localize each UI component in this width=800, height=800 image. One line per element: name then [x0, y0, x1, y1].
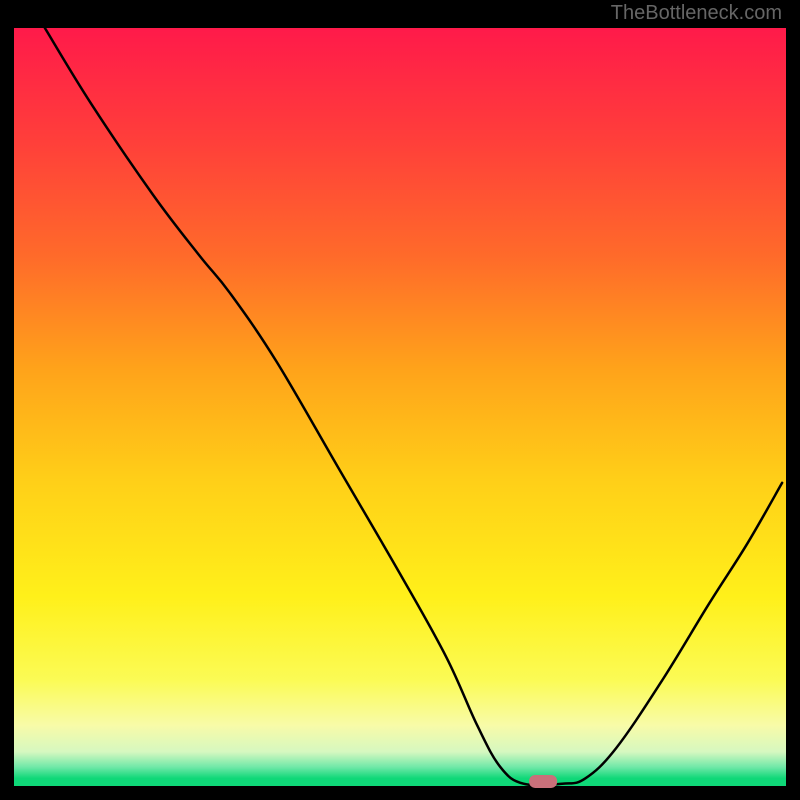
watermark-text: TheBottleneck.com	[611, 2, 782, 25]
plot-area	[14, 28, 786, 786]
curve-svg	[14, 28, 786, 786]
bottleneck-curve	[45, 28, 782, 785]
optimum-marker	[529, 775, 557, 787]
